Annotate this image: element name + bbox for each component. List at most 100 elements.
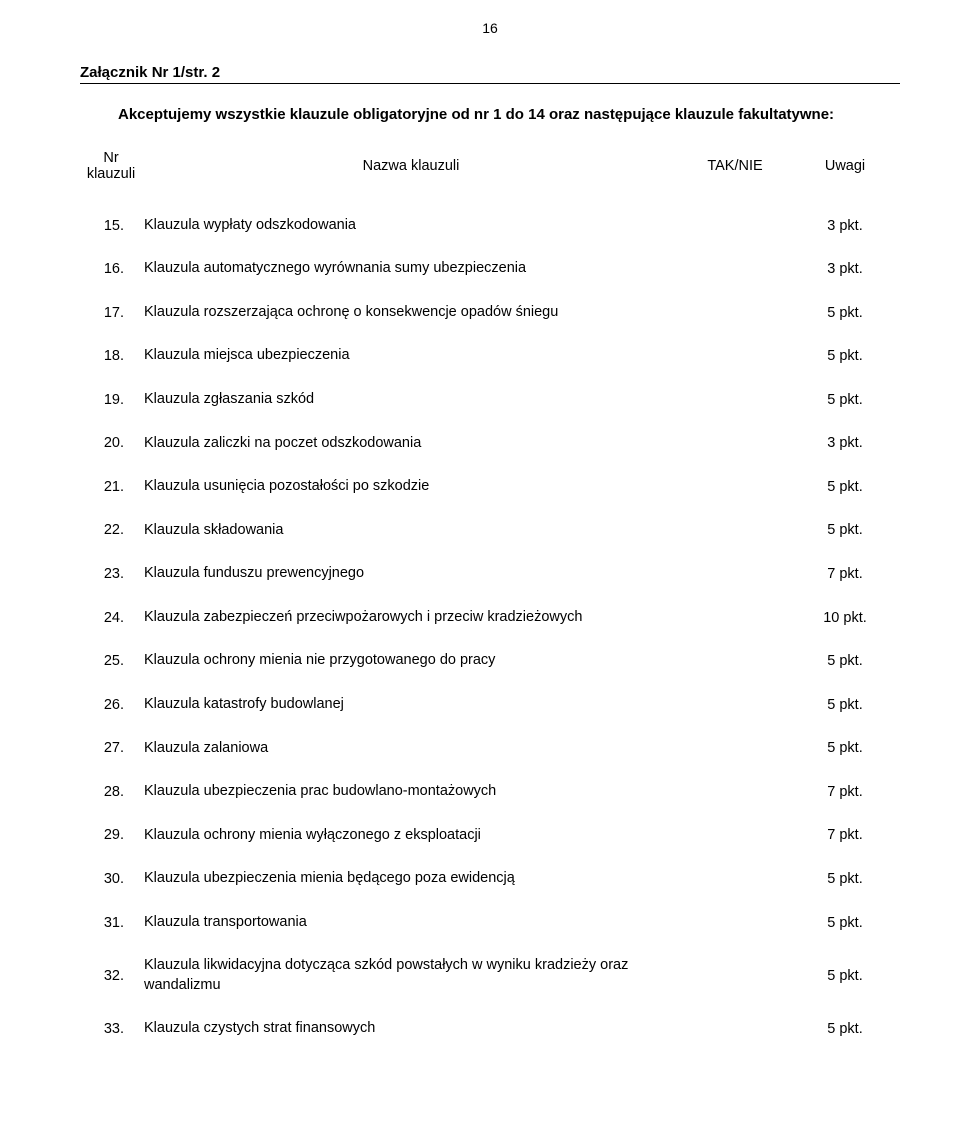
- cell-uwagi: 5 pkt.: [790, 901, 900, 945]
- table-row: 22.Klauzula składowania 5 pkt.: [80, 509, 900, 553]
- page-number: 16: [80, 20, 900, 36]
- cell-uwagi: 5 pkt.: [790, 683, 900, 727]
- cell-taknie: [680, 770, 790, 814]
- cell-nr: 19.: [80, 378, 142, 422]
- table-row: 28.Klauzula ubezpieczenia prac budowlano…: [80, 770, 900, 814]
- cell-uwagi: 5 pkt.: [790, 944, 900, 1007]
- table-row: 30.Klauzula ubezpieczenia mienia będąceg…: [80, 857, 900, 901]
- klauzule-table: Nr klauzuli Nazwa klauzuli TAK/NIE Uwagi…: [80, 142, 900, 1051]
- cell-name: Klauzula składowania: [142, 509, 680, 553]
- cell-taknie: [680, 552, 790, 596]
- cell-taknie: [680, 727, 790, 771]
- cell-taknie: [680, 596, 790, 640]
- cell-nr: 27.: [80, 727, 142, 771]
- cell-nr: 24.: [80, 596, 142, 640]
- cell-taknie: [680, 1007, 790, 1051]
- th-taknie: TAK/NIE: [680, 142, 790, 204]
- page: 16 Załącznik Nr 1/str. 2 Akceptujemy wsz…: [0, 0, 960, 1091]
- cell-name: Klauzula wypłaty odszkodowania: [142, 204, 680, 248]
- cell-uwagi: 3 pkt.: [790, 247, 900, 291]
- cell-taknie: [680, 422, 790, 466]
- cell-nr: 17.: [80, 291, 142, 335]
- cell-name: Klauzula transportowania: [142, 901, 680, 945]
- cell-nr: 22.: [80, 509, 142, 553]
- cell-name: Klauzula zalaniowa: [142, 727, 680, 771]
- table-row: 16.Klauzula automatycznego wyrównania su…: [80, 247, 900, 291]
- attachment-title: Załącznik Nr 1/str. 2: [80, 64, 900, 84]
- cell-taknie: [680, 857, 790, 901]
- table-row: 32.Klauzula likwidacyjna dotycząca szkód…: [80, 944, 900, 1007]
- cell-uwagi: 5 pkt.: [790, 509, 900, 553]
- intro-paragraph: Akceptujemy wszystkie klauzule obligator…: [118, 104, 900, 126]
- cell-uwagi: 5 pkt.: [790, 727, 900, 771]
- cell-taknie: [680, 901, 790, 945]
- table-row: 17.Klauzula rozszerzająca ochronę o kons…: [80, 291, 900, 335]
- cell-uwagi: 5 pkt.: [790, 1007, 900, 1051]
- th-nr: Nr klauzuli: [80, 142, 142, 204]
- cell-name: Klauzula miejsca ubezpieczenia: [142, 334, 680, 378]
- cell-name: Klauzula ochrony mienia nie przygotowane…: [142, 639, 680, 683]
- cell-taknie: [680, 509, 790, 553]
- cell-uwagi: 3 pkt.: [790, 422, 900, 466]
- cell-uwagi: 5 pkt.: [790, 639, 900, 683]
- cell-nr: 32.: [80, 944, 142, 1007]
- cell-taknie: [680, 465, 790, 509]
- cell-uwagi: 7 pkt.: [790, 770, 900, 814]
- table-row: 24.Klauzula zabezpieczeń przeciwpożarowy…: [80, 596, 900, 640]
- table-row: 19.Klauzula zgłaszania szkód5 pkt.: [80, 378, 900, 422]
- cell-name: Klauzula ochrony mienia wyłączonego z ek…: [142, 814, 680, 858]
- cell-name: Klauzula ubezpieczenia mienia będącego p…: [142, 857, 680, 901]
- table-row: 21.Klauzula usunięcia pozostałości po sz…: [80, 465, 900, 509]
- table-row: 33.Klauzula czystych strat finansowych 5 …: [80, 1007, 900, 1051]
- cell-nr: 20.: [80, 422, 142, 466]
- cell-taknie: [680, 204, 790, 248]
- cell-nr: 30.: [80, 857, 142, 901]
- table-row: 23.Klauzula funduszu prewencyjnego7 pkt.: [80, 552, 900, 596]
- th-name: Nazwa klauzuli: [142, 142, 680, 204]
- cell-nr: 16.: [80, 247, 142, 291]
- cell-nr: 23.: [80, 552, 142, 596]
- table-header-row: Nr klauzuli Nazwa klauzuli TAK/NIE Uwagi: [80, 142, 900, 204]
- cell-taknie: [680, 639, 790, 683]
- cell-name: Klauzula automatycznego wyrównania sumy …: [142, 247, 680, 291]
- cell-name: Klauzula czystych strat finansowych: [142, 1007, 680, 1051]
- cell-nr: 33.: [80, 1007, 142, 1051]
- table-row: 25.Klauzula ochrony mienia nie przygotow…: [80, 639, 900, 683]
- table-row: 31.Klauzula transportowania 5 pkt.: [80, 901, 900, 945]
- cell-name: Klauzula zgłaszania szkód: [142, 378, 680, 422]
- table-row: 29.Klauzula ochrony mienia wyłączonego z…: [80, 814, 900, 858]
- table-row: 15.Klauzula wypłaty odszkodowania 3 pkt.: [80, 204, 900, 248]
- cell-nr: 18.: [80, 334, 142, 378]
- cell-name: Klauzula usunięcia pozostałości po szkod…: [142, 465, 680, 509]
- cell-nr: 21.: [80, 465, 142, 509]
- th-uwagi: Uwagi: [790, 142, 900, 204]
- cell-taknie: [680, 944, 790, 1007]
- table-row: 26.Klauzula katastrofy budowlanej5 pkt.: [80, 683, 900, 727]
- table-row: 27.Klauzula zalaniowa 5 pkt.: [80, 727, 900, 771]
- cell-name: Klauzula funduszu prewencyjnego: [142, 552, 680, 596]
- cell-name: Klauzula likwidacyjna dotycząca szkód po…: [142, 944, 680, 1007]
- cell-nr: 29.: [80, 814, 142, 858]
- cell-uwagi: 7 pkt.: [790, 814, 900, 858]
- cell-taknie: [680, 378, 790, 422]
- cell-taknie: [680, 683, 790, 727]
- cell-uwagi: 5 pkt.: [790, 291, 900, 335]
- cell-nr: 28.: [80, 770, 142, 814]
- cell-nr: 31.: [80, 901, 142, 945]
- cell-nr: 15.: [80, 204, 142, 248]
- cell-taknie: [680, 334, 790, 378]
- cell-uwagi: 5 pkt.: [790, 857, 900, 901]
- cell-nr: 26.: [80, 683, 142, 727]
- cell-taknie: [680, 247, 790, 291]
- cell-name: Klauzula ubezpieczenia prac budowlano-mo…: [142, 770, 680, 814]
- cell-uwagi: 3 pkt.: [790, 204, 900, 248]
- table-row: 20.Klauzula zaliczki na poczet odszkodow…: [80, 422, 900, 466]
- cell-nr: 25.: [80, 639, 142, 683]
- cell-name: Klauzula zabezpieczeń przeciwpożarowych …: [142, 596, 680, 640]
- cell-uwagi: 10 pkt.: [790, 596, 900, 640]
- table-row: 18.Klauzula miejsca ubezpieczenia5 pkt.: [80, 334, 900, 378]
- table-body: 15.Klauzula wypłaty odszkodowania3 pkt. …: [80, 204, 900, 1051]
- cell-name: Klauzula rozszerzająca ochronę o konsekw…: [142, 291, 680, 335]
- cell-taknie: [680, 814, 790, 858]
- cell-taknie: [680, 291, 790, 335]
